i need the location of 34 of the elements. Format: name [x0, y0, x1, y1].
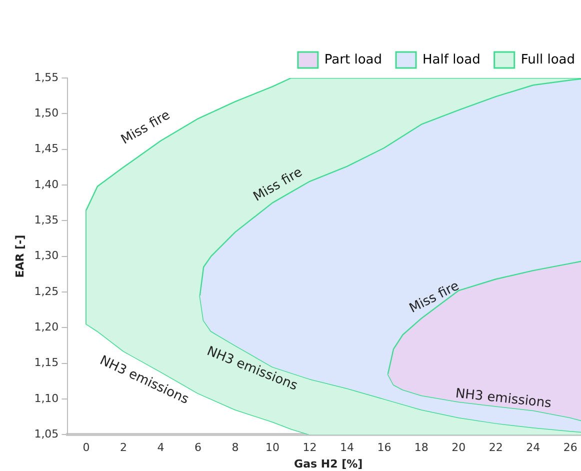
y-tick-label: 1,45 [34, 142, 59, 156]
y-tick-label: 1,20 [34, 320, 59, 334]
x-tick-label: 8 [232, 441, 239, 454]
y-tick-label: 1,05 [34, 427, 59, 440]
annotation: NH3 emissions [454, 386, 552, 412]
x-tick-label: 18 [414, 441, 428, 454]
y-tick-label: 1,50 [34, 106, 59, 120]
y-tick-label: 1,15 [34, 356, 59, 370]
annotation: Miss fire [407, 278, 462, 316]
annotation: Miss fire [118, 108, 173, 148]
x-tick-label: 22 [488, 441, 503, 454]
y-axis-title: EAR [-] [13, 234, 26, 278]
x-tick-label: 6 [194, 441, 202, 454]
x-tick-label: 12 [302, 441, 317, 454]
y-tick-label: 1,55 [34, 70, 59, 84]
y-tick-label: 1,10 [34, 392, 59, 405]
x-tick-label: 20 [452, 441, 466, 454]
x-tick-label: 16 [377, 441, 392, 454]
x-tick-label: 24 [526, 441, 540, 454]
x-tick-label: 4 [157, 441, 164, 454]
annotation: Miss fire [250, 164, 306, 205]
x-tick-label: 10 [265, 441, 280, 454]
legend-label: Half load [422, 52, 480, 68]
x-axis-title: Gas H2 [%] [294, 457, 363, 470]
y-tick-label: 1,40 [34, 178, 59, 191]
legend-label: Part load [324, 52, 382, 68]
x-tick-label: 2 [120, 441, 128, 454]
y-tick-label: 1,35 [34, 214, 59, 226]
y-tick-label: 1,25 [34, 284, 59, 298]
x-tick-label: 14 [340, 441, 354, 454]
legend-label: Full load [520, 52, 576, 68]
x-tick-label: 0 [82, 441, 90, 454]
x-tick-label: 26 [563, 441, 578, 454]
y-tick-label: 1,30 [34, 249, 59, 262]
